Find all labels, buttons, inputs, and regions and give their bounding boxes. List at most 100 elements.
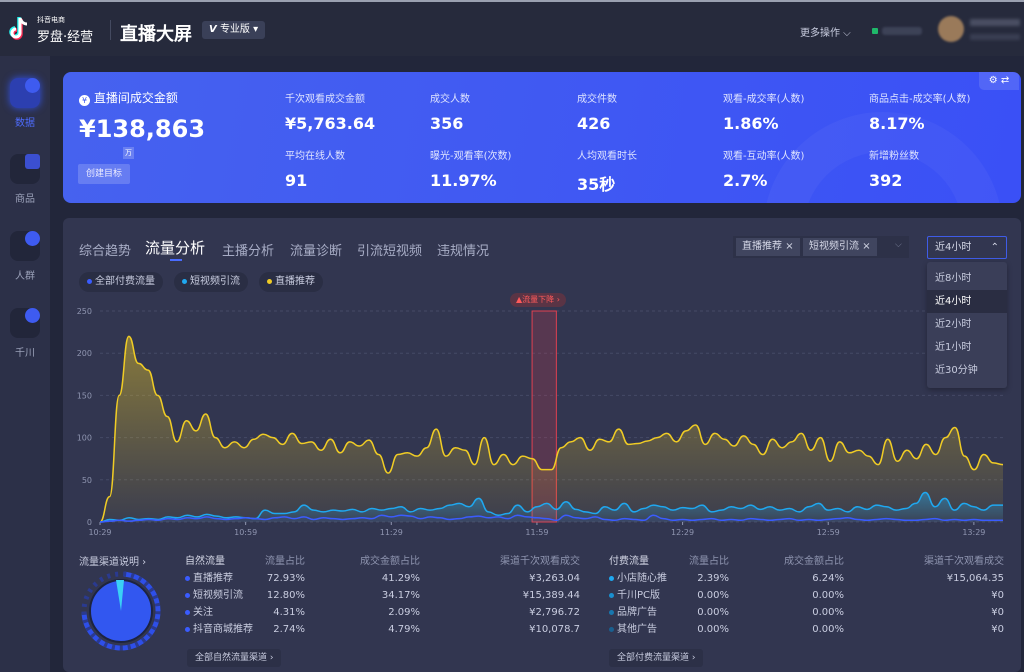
chevron-down-icon[interactable]: ⌵ <box>895 240 902 250</box>
page-title: 直播大屏 <box>120 24 192 45</box>
table-title: 付费流量 <box>609 556 649 567</box>
metric-item: 新增粉丝数 392 <box>869 147 919 190</box>
table-row: 千川PC版 0.00% 0.00% ¥0 <box>609 587 1009 604</box>
time-option[interactable]: 近4小时 <box>927 290 1007 313</box>
cell-value: ¥3,263.04 <box>529 573 580 584</box>
metric-item: 千次观看成交金额 ¥5,763.64 <box>285 90 375 133</box>
all-paid-channels-button[interactable]: 全部付费流量渠道 › <box>609 649 704 667</box>
top-bar: 抖音电商 罗盘·经营 直播大屏 V 专业版 ▾ 更多操作 ⌵ <box>0 0 1024 56</box>
time-option[interactable]: 近2小时 <box>935 319 972 330</box>
y-tick-label: 100 <box>77 434 92 443</box>
sidebar: 数据 商品 人群 千川 <box>0 56 50 672</box>
remove-tag-icon[interactable]: × <box>785 241 794 252</box>
all-natural-channels-button[interactable]: 全部自然流量渠道 › <box>187 649 282 667</box>
card-tools: ⚙ ⇄ <box>979 72 1019 90</box>
logo-main-text: 罗盘·经营 <box>37 30 94 45</box>
table-row: 直播推荐 72.93% 41.29% ¥3,263.04 <box>185 570 585 587</box>
sidebar-item-data[interactable]: 数据 <box>5 78 45 129</box>
paid-traffic-table: 付费流量 流量占比 成交金额占比 渠道千次观看成交 小店随心推 2.39% 6.24% ¥15… <box>609 553 1009 638</box>
sidebar-item-label: 人群 <box>15 271 35 282</box>
tab-3[interactable]: 流量诊断 <box>290 244 343 259</box>
cell-value: 0.00% <box>697 607 729 618</box>
cell-value: 0.00% <box>697 590 729 601</box>
natural-traffic-table: 自然流量 流量占比 成交金额占比 渠道千次观看成交 直播推荐 72.93% 41.29% ¥3… <box>185 553 585 638</box>
channel-dot-icon <box>185 575 190 581</box>
metric-item: 平均在线人数 91 <box>285 147 345 190</box>
channel-label: 小店随心推 <box>617 573 667 584</box>
channel-name: 短视频引流 <box>185 587 243 604</box>
main-metric: ¥ 直播间成交金额 ¥138,863 万 <box>79 89 205 159</box>
sidebar-item-crowd[interactable]: 人群 <box>5 231 45 282</box>
channel-name: 抖音商城推荐 <box>185 621 253 638</box>
settings-gear-icon[interactable]: ⚙ <box>988 75 998 86</box>
cell-value: 6.24% <box>812 573 844 584</box>
table-row: 小店随心推 2.39% 6.24% ¥15,064.35 <box>609 570 1009 587</box>
cell-value: 2.09% <box>388 607 420 618</box>
x-tick-label: 11:29 <box>380 528 403 537</box>
blurred-user-name <box>970 19 1020 26</box>
tab-2[interactable]: 主播分析 <box>222 244 275 259</box>
sidebar-item-goods[interactable]: 商品 <box>5 154 45 205</box>
cell-value: 34.17% <box>381 590 420 601</box>
time-option[interactable]: 近1小时 <box>935 342 972 353</box>
blurred-status-text <box>882 27 922 35</box>
channel-label: 品牌广告 <box>617 607 657 618</box>
cell-value: 0.00% <box>812 624 844 635</box>
metric-item: 成交人数 356 <box>430 90 470 133</box>
blurred-user-info <box>970 34 1020 40</box>
x-tick-label: 10:29 <box>88 528 111 537</box>
column-header: 渠道千次观看成交 <box>500 556 580 567</box>
channel-label: 关注 <box>193 607 213 618</box>
metric-value: 356 <box>430 114 464 133</box>
time-range-menu: 近8小时近4小时近2小时近1小时近30分钟 <box>927 262 1007 388</box>
metric-label: 观看-成交率(人数) <box>723 94 805 105</box>
legend-label: 短视频引流 <box>190 276 240 287</box>
cell-value: 72.93% <box>266 573 305 584</box>
tab-5[interactable]: 违规情况 <box>437 244 490 259</box>
y-tick-label: 50 <box>82 476 92 485</box>
time-option[interactable]: 近8小时 <box>935 273 972 284</box>
cell-value: ¥15,389.44 <box>522 590 580 601</box>
edition-dropdown[interactable]: V 专业版 ▾ <box>202 21 266 39</box>
legend-chip[interactable]: 直播推荐 <box>259 272 323 292</box>
channel-name: 小店随心推 <box>609 570 667 587</box>
metric-item: 人均观看时长 35秒 <box>577 147 637 195</box>
metric-label: 平均在线人数 <box>285 151 345 162</box>
series-area <box>100 336 1003 522</box>
tab-1[interactable]: 流量分析 <box>145 239 206 257</box>
remove-tag-icon[interactable]: × <box>862 241 871 252</box>
avatar[interactable] <box>938 16 964 42</box>
metric-value: 91 <box>285 171 308 190</box>
sidebar-item-label: 商品 <box>15 194 35 205</box>
time-option[interactable]: 近30分钟 <box>935 365 978 376</box>
status-indicator <box>872 28 878 34</box>
metric-label: 千次观看成交金额 <box>285 94 365 105</box>
tab-4[interactable]: 引流短视频 <box>357 244 423 259</box>
time-range-select[interactable]: 近4小时 ⌃ <box>927 236 1007 259</box>
channel-dot-icon <box>185 592 190 598</box>
sidebar-item-label: 数据 <box>15 118 35 129</box>
legend-chip[interactable]: 全部付费流量 <box>79 272 163 292</box>
channel-dot-icon <box>609 626 614 632</box>
y-tick-label: 0 <box>87 518 92 527</box>
cell-value: ¥15,064.35 <box>946 573 1004 584</box>
cell-value: ¥0 <box>991 607 1004 618</box>
more-actions-dropdown[interactable]: 更多操作 ⌵ <box>800 28 851 39</box>
cell-value: ¥2,796.72 <box>529 607 580 618</box>
traffic-drop-alert[interactable]: ▲流量下降 › <box>510 293 566 307</box>
channel-label: 短视频引流 <box>193 590 243 601</box>
metric-value: ¥5,763.64 <box>285 114 376 133</box>
metric-value: 1.86% <box>723 114 779 133</box>
create-goal-button[interactable]: 创建目标 <box>78 164 131 184</box>
tab-0[interactable]: 综合趋势 <box>79 244 132 259</box>
cell-value: ¥10,078.7 <box>529 624 580 635</box>
channel-description-link[interactable]: 流量渠道说明 › <box>79 557 147 568</box>
logo-small-text: 抖音电商 <box>37 16 65 24</box>
sidebar-item-qianchuan[interactable]: 千川 <box>5 308 45 359</box>
column-header: 流量占比 <box>689 556 729 567</box>
filter-tag: 直播推荐 × <box>736 238 800 256</box>
switch-arrows-icon[interactable]: ⇄ <box>1000 75 1010 86</box>
legend-chip[interactable]: 短视频引流 <box>174 272 248 292</box>
divider <box>110 20 111 40</box>
metric-label: 人均观看时长 <box>577 151 637 162</box>
